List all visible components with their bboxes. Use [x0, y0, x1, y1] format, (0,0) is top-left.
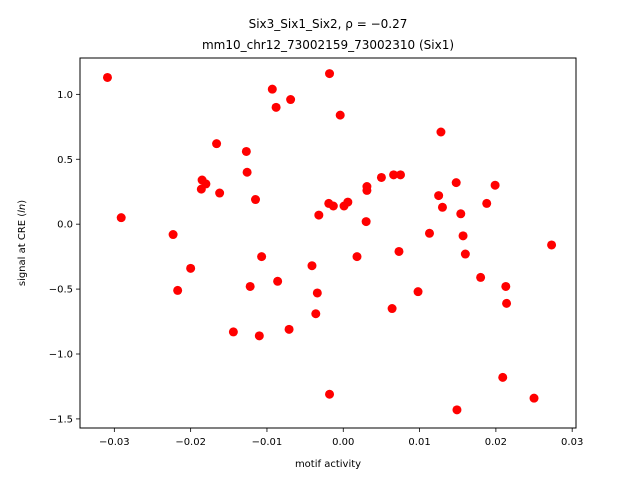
data-point-39	[389, 170, 399, 180]
data-point-4	[186, 263, 196, 273]
data-point-42	[413, 287, 423, 297]
data-point-9	[215, 188, 225, 198]
data-point-43	[424, 228, 434, 238]
data-point-12	[242, 167, 252, 177]
data-point-17	[267, 84, 277, 94]
x-tick-label: 0.00	[332, 437, 354, 448]
data-point-53	[482, 198, 492, 208]
data-point-36	[362, 185, 372, 195]
data-point-30	[335, 110, 345, 120]
data-point-11	[241, 146, 251, 156]
data-point-58	[529, 393, 539, 403]
data-point-49	[456, 209, 466, 219]
x-tick-label: −0.03	[99, 437, 130, 448]
data-point-59	[547, 240, 557, 250]
data-point-45	[436, 127, 446, 137]
x-axis-label: motif activity	[295, 459, 361, 470]
data-point-50	[458, 231, 468, 241]
data-point-22	[307, 261, 317, 271]
x-tick-label: −0.01	[252, 437, 283, 448]
data-point-29	[328, 201, 338, 211]
x-tick-label: −0.02	[175, 437, 206, 448]
data-point-10	[228, 327, 238, 337]
data-point-47	[451, 178, 461, 188]
y-axis-label: signal at CRE (ln)	[17, 200, 28, 286]
data-point-20	[284, 324, 294, 334]
data-point-48	[452, 405, 462, 415]
data-point-34	[361, 217, 371, 227]
y-axis-label-close: )	[17, 200, 28, 204]
data-point-54	[490, 180, 500, 190]
data-point-46	[437, 202, 447, 212]
y-tick-label: 0.0	[57, 220, 73, 231]
data-point-19	[273, 276, 283, 286]
y-tick-label: −1.5	[49, 414, 73, 425]
data-point-51	[460, 249, 470, 259]
plot-area	[79, 57, 577, 429]
data-point-7	[201, 179, 211, 189]
data-point-38	[387, 304, 397, 314]
y-tick-label: −0.5	[49, 285, 73, 296]
data-point-1	[116, 213, 126, 223]
data-point-21	[286, 95, 296, 105]
data-point-18	[271, 102, 281, 112]
y-axis-label-main: signal at CRE (	[17, 213, 28, 286]
data-point-40	[394, 246, 404, 256]
data-point-8	[212, 139, 222, 149]
data-point-32	[343, 197, 353, 207]
axes-frame	[79, 57, 577, 429]
data-point-25	[314, 210, 324, 220]
y-axis-label-unit: ln	[17, 204, 28, 213]
data-point-52	[476, 272, 486, 282]
x-tick-label: 0.01	[408, 437, 430, 448]
chart-title-line-1: Six3_Six1_Six2, ρ = −0.27	[249, 17, 408, 31]
data-point-16	[257, 252, 267, 262]
data-point-55	[498, 372, 508, 382]
data-point-41	[395, 170, 405, 180]
data-point-13	[245, 281, 255, 291]
chart-title-line-2: mm10_chr12_73002159_73002310 (Six1)	[202, 38, 454, 52]
data-point-23	[311, 309, 321, 319]
data-point-0	[102, 72, 112, 82]
data-point-33	[352, 252, 362, 262]
y-tick-label: −1.0	[49, 350, 73, 361]
data-point-14	[251, 195, 261, 205]
data-point-3	[173, 285, 183, 295]
data-points	[102, 69, 557, 415]
x-axis-ticks: −0.03 −0.02 −0.01 0.00 0.01 0.02 0.03	[99, 428, 583, 448]
data-point-15	[254, 331, 264, 341]
x-tick-label: 0.03	[561, 437, 583, 448]
data-point-27	[325, 69, 335, 79]
data-point-56	[501, 281, 511, 291]
data-point-44	[434, 191, 444, 201]
y-tick-label: 1.0	[57, 90, 73, 101]
data-point-24	[312, 288, 322, 298]
data-point-37	[376, 172, 386, 182]
y-tick-label: 0.5	[57, 155, 73, 166]
data-point-28	[325, 389, 335, 399]
data-point-2	[168, 230, 178, 240]
data-point-57	[502, 298, 512, 308]
y-axis-ticks: −1.5 −1.0 −0.5 0.0 0.5 1.0	[49, 90, 80, 425]
x-tick-label: 0.02	[485, 437, 507, 448]
